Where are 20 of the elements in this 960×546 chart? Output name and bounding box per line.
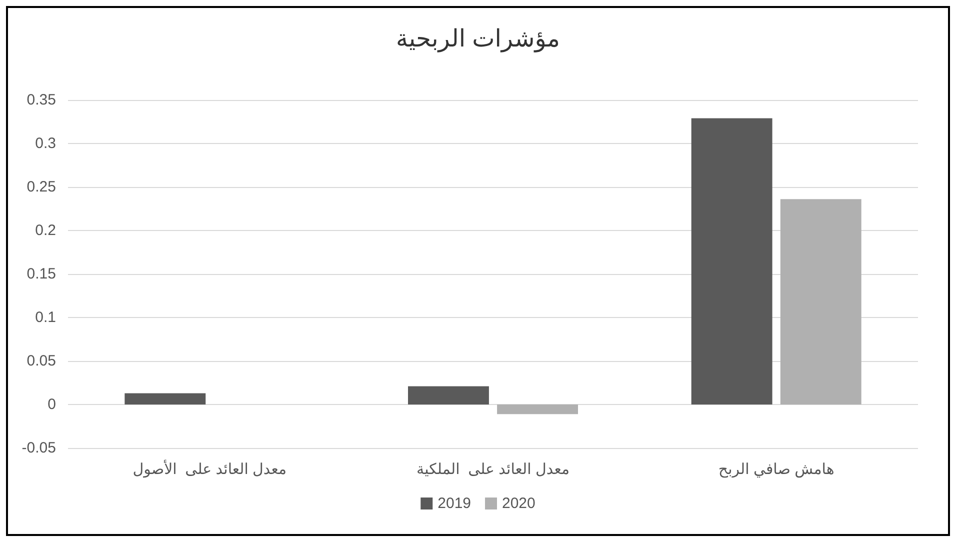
- y-tick-label: 0.3: [35, 135, 56, 152]
- bar: [408, 386, 489, 404]
- y-tick-label: 0.05: [26, 352, 56, 370]
- bar: [124, 393, 206, 404]
- x-tick-label: هامش صافي الربح: [718, 461, 834, 478]
- x-tick-label: معدل العائد على الأصول: [132, 459, 287, 478]
- bar: [497, 404, 578, 414]
- chart-title: مؤشرات الربحية: [396, 26, 560, 52]
- y-tick-label: 0.2: [35, 222, 56, 239]
- y-tick-label: 0: [48, 396, 56, 413]
- y-tick-label: 0.25: [26, 178, 56, 196]
- legend-label: 2019: [438, 495, 472, 512]
- y-tick-label: 0.35: [26, 92, 56, 108]
- y-tick-label: 0.15: [26, 266, 56, 282]
- legend-label: 2020: [502, 495, 536, 512]
- bar: [780, 199, 862, 404]
- x-tick-label: معدل العائد على الملكية: [416, 461, 570, 478]
- y-tick-label: -0.05: [22, 440, 56, 456]
- y-tick-label: 0.1: [35, 309, 56, 326]
- bar: [691, 118, 772, 404]
